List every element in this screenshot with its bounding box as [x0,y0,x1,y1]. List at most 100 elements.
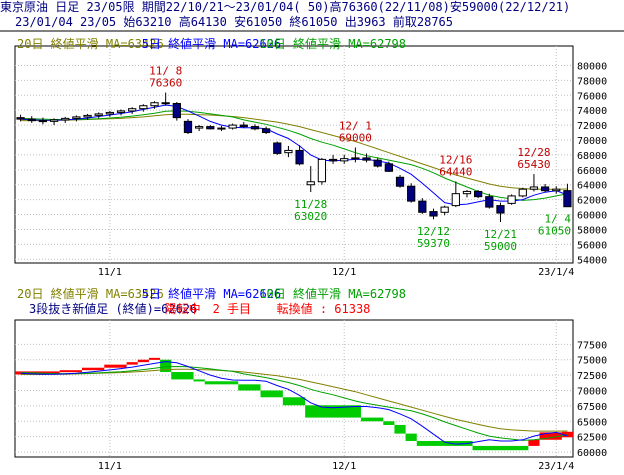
candle-y-tick-label: 62000 [577,196,607,207]
tlb-status-reversal: 転換値 : 61338 [277,301,371,316]
candle-body [552,188,561,192]
candle-x-tick-label: 11/1 [98,267,122,278]
candle-body [172,102,181,119]
annotation-value: 64440 [439,165,472,178]
tlb-legend-ma5: 5日 終値平滑 MA=62626 [142,286,281,301]
tlb-brick [394,424,406,434]
annotation-value: 61050 [538,225,571,238]
tlb-legend-ma20: 20日 終値平滑 MA=63426 [17,286,164,301]
annotation-date: 12/12 [417,225,450,238]
tlb-x-tick-label: 11/1 [98,461,122,472]
candle-body [474,190,483,198]
tlb-brick [528,439,540,446]
tlb-y-tick-label: 65000 [577,417,607,428]
annotation-value: 59370 [417,237,450,250]
annotation-date: 12/21 [484,228,517,241]
tlb-brick [81,367,105,371]
tlb-brick [416,440,473,446]
candle-body [496,205,505,214]
tlb-brick [305,405,361,418]
tlb-brick [383,421,395,425]
tlb-brick [171,372,194,380]
candle-body [161,102,170,105]
candle-body [195,126,204,129]
candle-body [340,158,349,162]
tlb-brick [472,445,529,451]
annotation-value: 63020 [294,210,327,223]
candle-x-tick-label: 23/1/4 [538,267,574,278]
tlb-y-tick-label: 67500 [577,402,607,413]
candle-body [116,110,126,113]
candle-y-tick-label: 66000 [577,166,607,177]
candle-body [38,120,48,123]
candle-y-tick-label: 70000 [577,136,607,147]
candle-legend-ma20: 20日 終値平滑 MA=63426 [17,36,164,51]
candle-body [540,186,550,192]
candle-body [362,157,371,161]
candle-body [306,181,315,186]
tlb-brick [126,362,138,365]
annotation-date: 12/28 [517,146,550,159]
ma10-line [20,110,568,201]
candle-body [295,149,304,165]
candle-body [440,206,449,213]
candle-body [429,211,438,217]
candle-body [183,120,193,134]
candle-body [217,127,226,130]
tlb-plot-frame [14,319,574,458]
candle-y-tick-label: 78000 [577,76,607,87]
candle-body [529,186,539,190]
candle-body [507,195,516,204]
candle-body [462,190,472,195]
candle-body [128,108,137,112]
candle-body [139,105,148,110]
tlb-brick [148,357,161,360]
header-summary: 東京原油 日足 23/05限 期間22/10/21～23/01/04( 50)高… [0,0,571,14]
candle-body [284,149,293,154]
candle-body [317,158,327,183]
candle-y-tick-label: 72000 [577,121,607,132]
tlb-x-tick-label: 12/1 [332,461,356,472]
candle-y-tick-label: 58000 [577,225,607,236]
tlb-ma5-line [20,361,568,445]
candle-y-tick-label: 76000 [577,91,607,102]
candle-body [206,126,215,130]
annotation-date: 11/ 8 [149,65,182,78]
header-quote: 23/01/04 23/05 始63210 高64130 安61050 終610… [15,15,454,29]
chart-header-line-1: 東京原油 日足 23/05限 期間22/10/21～23/01/04( 50)高… [0,0,624,15]
tlb-y-tick-label: 62500 [577,433,607,444]
ma5-line [20,104,568,206]
tlb-brick [59,370,82,373]
annotation-value: 76360 [149,77,182,90]
candle-body [273,142,282,154]
candle-y-tick-label: 74000 [577,106,607,117]
candle-legend-ma5: 5日 終値平滑 MA=62626 [142,36,281,51]
candle-body [395,176,405,187]
tlb-y-tick-label: 72500 [577,371,607,382]
candle-body [485,196,494,208]
candle-y-tick-label: 54000 [577,255,607,266]
header-separator [0,30,624,32]
candle-body [94,113,103,116]
annotation-value: 69000 [339,131,372,144]
tlb-brick [238,384,261,391]
candle-x-tick-label: 12/1 [332,267,356,278]
candlestick-chart: 80000 78000 76000 74000 72000 70000 68000 66000… [14,36,607,278]
annotation-value: 65430 [517,158,550,171]
tlb-brick [204,381,239,385]
candle-body [239,124,248,128]
annotation-date: 1/ 4 [545,213,572,226]
tlb-brick [160,359,172,373]
candle-y-tick-label: 68000 [577,151,607,162]
tlb-brick [104,364,127,368]
tlb-status-prefix: 3段抜き新値足 (終値)=62626 [29,301,197,316]
annotation-value: 59000 [484,240,517,253]
candle-body [563,190,572,208]
tlb-brick [137,359,149,363]
candle-y-tick-label: 64000 [577,181,607,192]
candle-body [27,118,36,122]
tlb-status-state: 陽転中 [165,301,201,316]
three-line-break-chart: 77500 75000 72500 70000 67500 65000 62500 60000… [14,286,607,472]
tlb-brick [360,417,384,422]
candle-body [150,102,159,107]
